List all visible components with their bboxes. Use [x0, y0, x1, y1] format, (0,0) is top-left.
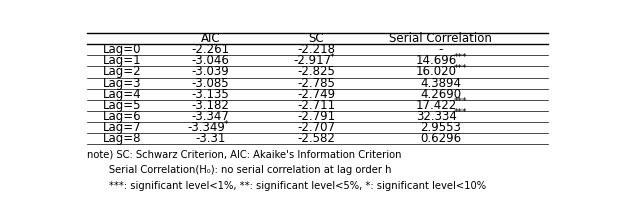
- Text: ***: ***: [454, 53, 468, 62]
- Text: 17.422: 17.422: [416, 99, 457, 112]
- Text: note) SC: Schwarz Criterion, AIC: Akaike's Information Criterion: note) SC: Schwarz Criterion, AIC: Akaike…: [87, 149, 402, 159]
- Text: -2.917: -2.917: [294, 54, 332, 67]
- Text: Lag=3: Lag=3: [103, 77, 142, 90]
- Text: -2.711: -2.711: [297, 99, 335, 112]
- Text: -3.349: -3.349: [187, 121, 225, 134]
- Text: ***: ***: [454, 108, 468, 117]
- Text: *: *: [224, 120, 228, 129]
- Text: AIC: AIC: [200, 32, 220, 45]
- Text: -2.791: -2.791: [297, 110, 335, 123]
- Text: 4.3894: 4.3894: [420, 77, 461, 90]
- Text: -3.182: -3.182: [192, 99, 230, 112]
- Text: 14.696: 14.696: [416, 54, 457, 67]
- Text: Lag=8: Lag=8: [103, 132, 142, 145]
- Text: -2.785: -2.785: [297, 77, 335, 90]
- Text: Lag=5: Lag=5: [103, 99, 142, 112]
- Text: ***: ***: [454, 64, 468, 73]
- Text: -2.825: -2.825: [297, 65, 335, 78]
- Text: -3.085: -3.085: [192, 77, 229, 90]
- Text: -3.31: -3.31: [195, 132, 226, 145]
- Text: *: *: [330, 53, 335, 62]
- Text: -3.046: -3.046: [192, 54, 230, 67]
- Text: 4.2690: 4.2690: [420, 88, 461, 101]
- Text: Lag=2: Lag=2: [103, 65, 142, 78]
- Text: 16.020: 16.020: [416, 65, 457, 78]
- Text: 0.6296: 0.6296: [420, 132, 461, 145]
- Text: 2.9553: 2.9553: [420, 121, 461, 134]
- Text: Lag=4: Lag=4: [103, 88, 142, 101]
- Text: Lag=7: Lag=7: [103, 121, 142, 134]
- Text: -2.218: -2.218: [297, 43, 335, 56]
- Text: SC: SC: [309, 32, 324, 45]
- Text: -2.582: -2.582: [297, 132, 335, 145]
- Text: ***: significant level<1%, **: significant level<5%, *: significant level<10%: ***: significant level<1%, **: significa…: [87, 181, 486, 191]
- Text: 32.334: 32.334: [416, 110, 457, 123]
- Text: Serial Correlation(H₀): no serial correlation at lag order h: Serial Correlation(H₀): no serial correl…: [87, 165, 392, 175]
- Text: -: -: [439, 43, 443, 56]
- Text: -3.347: -3.347: [192, 110, 230, 123]
- Text: -2.261: -2.261: [191, 43, 230, 56]
- Text: Lag=6: Lag=6: [103, 110, 142, 123]
- Text: -3.135: -3.135: [192, 88, 229, 101]
- Text: Lag=1: Lag=1: [103, 54, 142, 67]
- Text: Serial Correlation: Serial Correlation: [389, 32, 492, 45]
- Text: -2.707: -2.707: [297, 121, 335, 134]
- Text: ***: ***: [454, 97, 468, 106]
- Text: -2.749: -2.749: [297, 88, 335, 101]
- Text: -3.039: -3.039: [192, 65, 229, 78]
- Text: Lag=0: Lag=0: [103, 43, 142, 56]
